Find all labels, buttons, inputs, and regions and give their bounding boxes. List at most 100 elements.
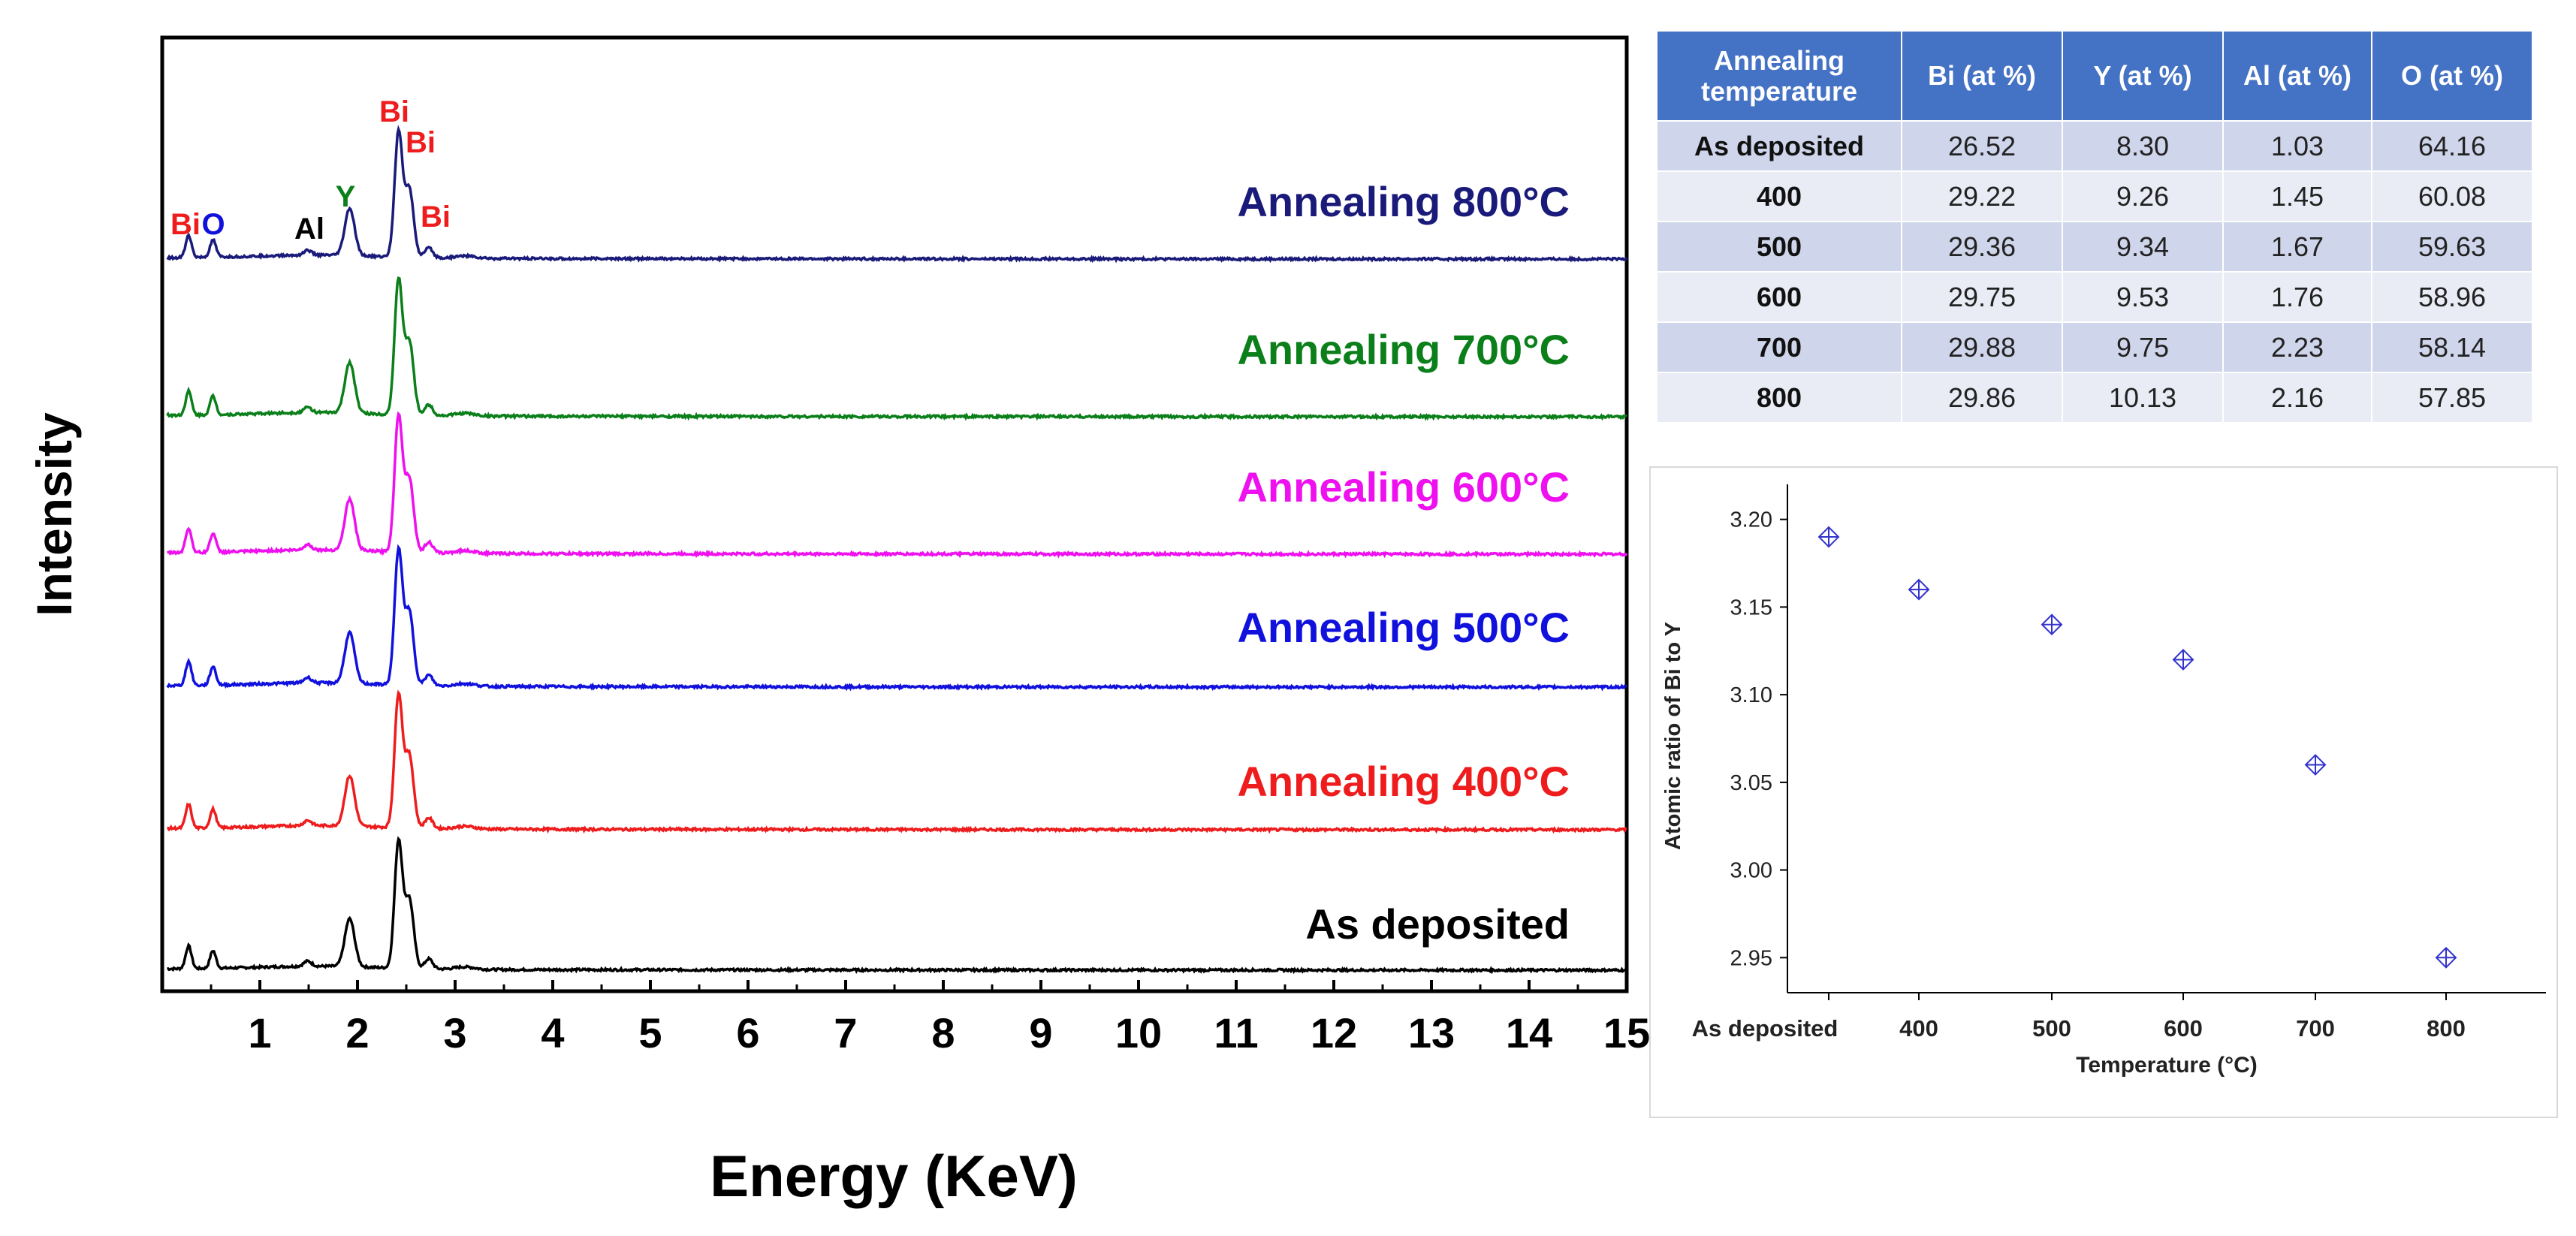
ratio-point (2041, 613, 2063, 636)
eds-series-line (166, 276, 1627, 421)
eds-x-tick-label: 7 (834, 1009, 857, 1057)
ratio-x-axis-label: Temperature (°C) (2076, 1053, 2257, 1078)
eds-x-tick-label: 6 (736, 1009, 759, 1057)
eds-peak-label: Al (294, 213, 324, 246)
ratio-x-tick-label: 600 (2164, 1015, 2203, 1042)
table-cell: 10.13 (2062, 372, 2224, 424)
table-cell: 500 (1656, 221, 1902, 273)
eds-x-tick-label: 3 (443, 1009, 466, 1057)
table-cell: 29.75 (1901, 271, 2063, 323)
table-row: 400 29.22 9.26 1.45 60.08 (1656, 170, 2533, 222)
ratio-points (1817, 526, 2457, 969)
composition-table: Annealing temperature Bi (at %) Y (at %)… (1656, 30, 2533, 424)
eds-x-tick-label: 4 (541, 1009, 564, 1057)
table-cell: 9.75 (2062, 321, 2224, 373)
ratio-chart-border (1649, 466, 2558, 1118)
table-cell: 400 (1656, 170, 1902, 222)
ratio-y-tick-label: 3.05 (1730, 771, 1772, 795)
table-cell: 29.22 (1901, 170, 2063, 222)
ratio-y-tick-label: 3.20 (1730, 508, 1772, 532)
table-cell: 1.03 (2222, 120, 2372, 172)
table-cell: 1.76 (2222, 271, 2372, 323)
ratio-x-tick-label: As deposited (1692, 1015, 1838, 1042)
eds-series-line (166, 125, 1628, 264)
eds-y-axis-label: Intensity (26, 412, 82, 616)
eds-x-tick-label: 2 (345, 1009, 369, 1057)
eds-series-line (167, 689, 1627, 834)
eds-x-ticks: 1 2 3 4 5 6 7 8 9 10 11 12 13 14 15 (210, 980, 1650, 1057)
eds-x-tick-label: 12 (1311, 1009, 1357, 1057)
eds-peak-label: O (201, 208, 225, 241)
header-al: Al (at %) (2222, 30, 2372, 122)
ratio-point (1817, 526, 1840, 548)
table-row: 600 29.75 9.53 1.76 58.96 (1656, 271, 2533, 323)
eds-peak-label: Bi (379, 95, 409, 128)
ratio-y-tick-label: 3.15 (1730, 595, 1772, 620)
table-cell: 64.16 (2371, 120, 2533, 172)
table-cell: 2.16 (2222, 372, 2372, 424)
eds-series-label: Annealing 500°C (1237, 604, 1570, 651)
bi-y-ratio-chart: 2.95 3.00 3.05 3.10 3.15 3.20 As deposited 400… (1649, 466, 2558, 1118)
table-cell: 9.53 (2062, 271, 2224, 323)
table-cell: 9.26 (2062, 170, 2224, 222)
table-header-row: Annealing temperature Bi (at %) Y (at %)… (1656, 30, 2533, 122)
eds-series-line (167, 411, 1628, 559)
table-row: 800 29.86 10.13 2.16 57.85 (1656, 372, 2533, 424)
eds-series-label: Annealing 400°C (1237, 758, 1570, 805)
eds-peak-label: Bi (170, 208, 201, 241)
table-cell: 29.88 (1901, 321, 2063, 373)
table-cell: 700 (1656, 321, 1902, 373)
table-cell: 29.86 (1901, 372, 2063, 424)
ratio-point (1908, 578, 1930, 601)
header-annealing-temperature: Annealing temperature (1656, 30, 1902, 122)
table-row: 500 29.36 9.34 1.67 59.63 (1656, 221, 2533, 273)
table-cell: 59.63 (2371, 221, 2533, 273)
table-row: As deposited 26.52 8.30 1.03 64.16 (1656, 120, 2533, 172)
table-cell: 8.30 (2062, 120, 2224, 172)
eds-series-label: Annealing 700°C (1237, 326, 1570, 373)
ratio-point (2304, 754, 2327, 776)
eds-series-line (166, 544, 1627, 692)
eds-series-group: As deposited Annealing 400°C Annealing 500… (166, 125, 1628, 975)
ratio-y-tick-label: 3.00 (1730, 859, 1772, 883)
eds-series-label: As deposited (1305, 900, 1570, 948)
eds-series-label: Annealing 600°C (1237, 463, 1570, 511)
table-cell: As deposited (1656, 120, 1902, 172)
eds-spectra-chart: As deposited Annealing 400°C Annealing 500… (26, 35, 1650, 1209)
table-cell: 1.45 (2222, 170, 2372, 222)
eds-x-tick-label: 11 (1214, 1009, 1258, 1057)
table-cell: 58.96 (2371, 271, 2533, 323)
eds-x-tick-label: 8 (931, 1009, 955, 1057)
eds-x-tick-label: 10 (1115, 1009, 1162, 1057)
eds-x-tick-label: 15 (1603, 1009, 1650, 1057)
eds-peak-label: Bi (421, 200, 451, 234)
table-cell: 60.08 (2371, 170, 2533, 222)
ratio-x-tick-label: 500 (2032, 1015, 2071, 1042)
header-bi: Bi (at %) (1901, 30, 2063, 122)
table-cell: 58.14 (2371, 321, 2533, 373)
ratio-y-tick-label: 3.10 (1730, 683, 1772, 707)
header-y: Y (at %) (2062, 30, 2224, 122)
table-cell: 800 (1656, 372, 1902, 424)
ratio-x-tick-label: 400 (1899, 1015, 1938, 1042)
eds-peak-label: Y (336, 180, 356, 213)
table-cell: 9.34 (2062, 221, 2224, 273)
table-cell: 26.52 (1901, 120, 2063, 172)
ratio-x-ticks: As deposited 400 500 600 700 800 (1692, 993, 2466, 1042)
table-cell: 1.67 (2222, 221, 2372, 273)
table-row: 700 29.88 9.75 2.23 58.14 (1656, 321, 2533, 373)
table-cell: 600 (1656, 271, 1902, 323)
ratio-x-tick-label: 800 (2427, 1015, 2466, 1042)
eds-x-tick-label: 13 (1408, 1009, 1455, 1057)
ratio-point (2435, 946, 2457, 969)
eds-x-tick-label: 1 (248, 1009, 271, 1057)
table-cell: 29.36 (1901, 221, 2063, 273)
eds-series-line (167, 836, 1627, 975)
table-cell: 2.23 (2222, 321, 2372, 373)
table-cell: 57.85 (2371, 372, 2533, 424)
ratio-y-ticks: 2.95 3.00 3.05 3.10 3.15 3.20 (1730, 508, 1787, 970)
eds-x-tick-label: 14 (1506, 1009, 1552, 1057)
ratio-y-axis-label: Atomic ratio of Bi to Y (1661, 622, 1685, 850)
eds-peak-label: Bi (406, 126, 436, 159)
